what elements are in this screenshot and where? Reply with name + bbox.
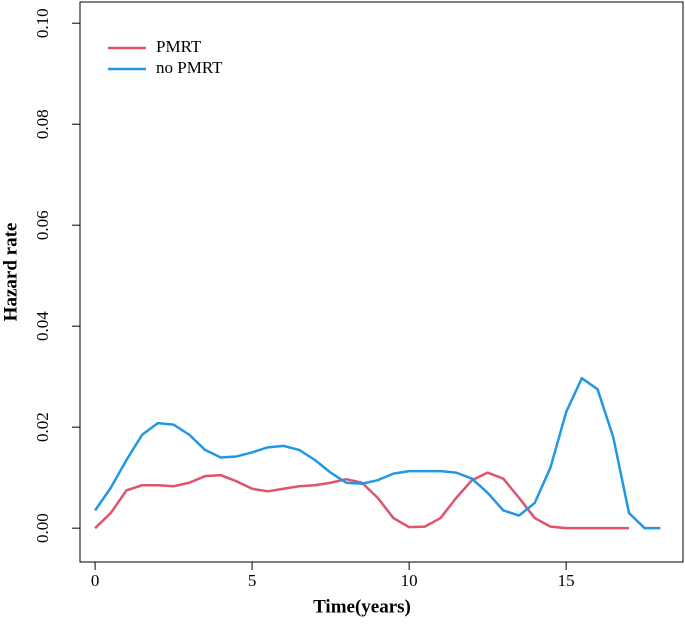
data-line bbox=[94, 376, 661, 530]
y-tick-label: 0.10 bbox=[33, 8, 52, 38]
y-axis-title: Hazard rate bbox=[0, 223, 21, 322]
y-tick-label: 0.06 bbox=[33, 210, 52, 240]
y-tick-label: 0.08 bbox=[33, 109, 52, 139]
x-axis-title: Time(years) bbox=[313, 596, 411, 617]
data-line bbox=[94, 471, 629, 530]
legend-label: PMRT bbox=[156, 37, 202, 56]
x-tick-label: 0 bbox=[91, 571, 100, 590]
x-tick-label: 15 bbox=[558, 571, 575, 590]
legend-label: no PMRT bbox=[156, 58, 223, 77]
y-tick-label: 0.00 bbox=[33, 513, 52, 543]
x-tick-label: 5 bbox=[248, 571, 257, 590]
y-tick-label: 0.04 bbox=[33, 311, 52, 341]
x-tick-label: 10 bbox=[401, 571, 418, 590]
y-tick-label: 0.02 bbox=[33, 412, 52, 442]
